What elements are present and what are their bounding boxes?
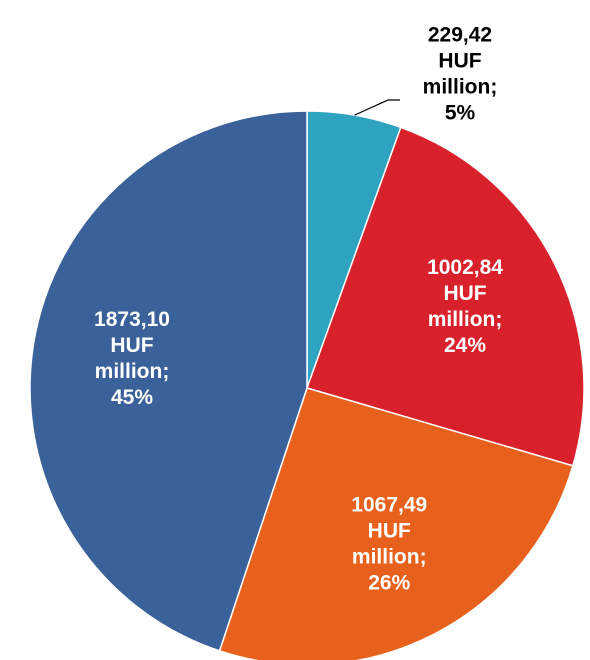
data-label: 1002,84 bbox=[427, 256, 503, 279]
unit-label: HUF bbox=[443, 282, 486, 305]
unit-label: million; bbox=[95, 360, 170, 383]
unit-label: HUF bbox=[368, 520, 411, 543]
data-label: 229,42 bbox=[428, 24, 492, 47]
percent-label: 26% bbox=[368, 572, 410, 595]
data-label: 1067,49 bbox=[351, 494, 427, 517]
unit-label: million; bbox=[352, 546, 427, 569]
unit-label: HUF bbox=[110, 334, 153, 357]
percent-label: 5% bbox=[445, 102, 476, 125]
pie-slice bbox=[306, 126, 585, 467]
unit-label: million; bbox=[423, 76, 498, 99]
pie-slice bbox=[218, 387, 574, 660]
unit-label: HUF bbox=[438, 50, 481, 73]
percent-label: 45% bbox=[111, 386, 153, 409]
percent-label: 24% bbox=[444, 334, 486, 357]
unit-label: million; bbox=[428, 308, 503, 331]
pie-slice bbox=[29, 110, 308, 652]
data-label: 1873,10 bbox=[94, 308, 170, 331]
leader-line bbox=[354, 99, 400, 116]
